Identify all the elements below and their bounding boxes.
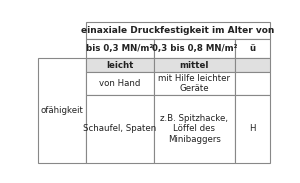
Text: leicht: leicht: [106, 61, 133, 70]
Bar: [154, 95, 235, 163]
Bar: [235, 95, 270, 163]
Text: bis 0,3 MN/m²: bis 0,3 MN/m²: [86, 44, 153, 53]
Bar: [235, 39, 270, 58]
Bar: [85, 95, 154, 163]
Text: ü: ü: [250, 44, 256, 53]
Bar: [38, 58, 86, 163]
Text: von Hand: von Hand: [99, 79, 140, 88]
Bar: [85, 72, 154, 95]
Bar: [85, 58, 154, 72]
Text: 0,3 bis 0,8 MN/m²: 0,3 bis 0,8 MN/m²: [152, 44, 237, 53]
Bar: [235, 72, 270, 95]
Bar: [85, 22, 270, 39]
Bar: [154, 39, 235, 58]
Bar: [154, 58, 235, 72]
Text: einaxiale Druckfestigkeit im Alter von: einaxiale Druckfestigkeit im Alter von: [81, 26, 274, 35]
Text: mittel: mittel: [180, 61, 209, 70]
Text: Schaufel, Spaten: Schaufel, Spaten: [83, 124, 156, 133]
Text: ofähigkeit: ofähigkeit: [40, 106, 83, 115]
Bar: [85, 39, 154, 58]
Bar: [235, 58, 270, 72]
Text: H: H: [249, 124, 256, 133]
Text: mit Hilfe leichter
Geräte: mit Hilfe leichter Geräte: [158, 74, 230, 93]
Bar: [154, 72, 235, 95]
Text: z.B. Spitzhacke,
Löffel des
Minibaggers: z.B. Spitzhacke, Löffel des Minibaggers: [160, 114, 228, 144]
